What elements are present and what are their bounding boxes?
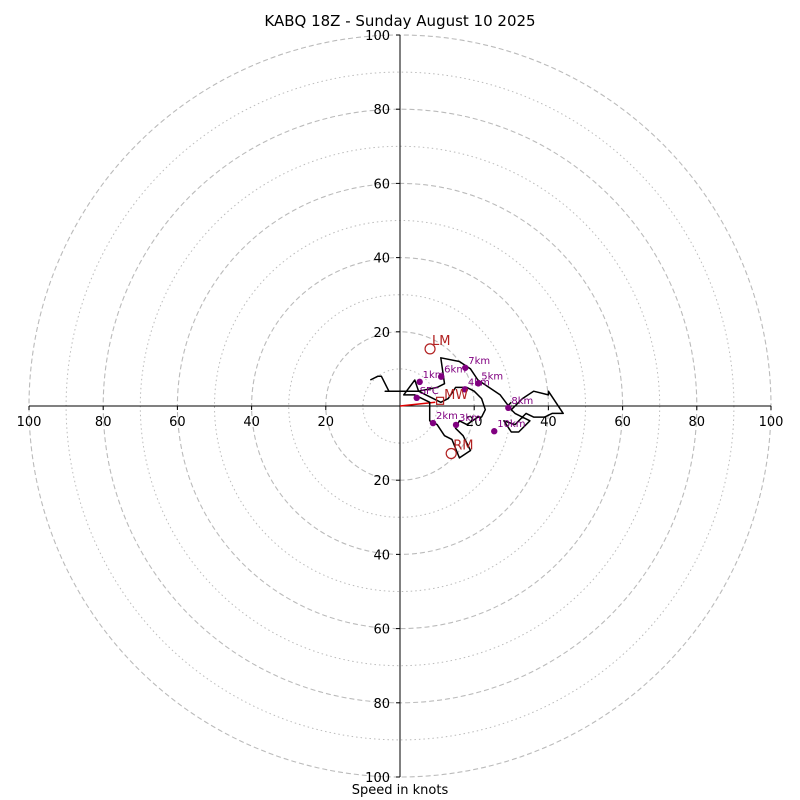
height-marker-label: 10km (497, 419, 525, 430)
storm-motion-marker (424, 343, 436, 355)
height-marker-label: 7km (468, 356, 490, 367)
tick-label-top: 60 (373, 177, 390, 192)
height-marker-point (461, 386, 469, 393)
height-marker-point (429, 419, 437, 427)
storm-motion-label: RM (453, 438, 473, 453)
tick-label-right: 60 (614, 415, 631, 430)
tick-label-top: 80 (373, 103, 390, 118)
tick-label-right: 80 (689, 415, 706, 430)
hodograph-trace-layer (369, 357, 564, 459)
chart-title: KABQ 18Z - Sunday August 10 2025 (264, 12, 536, 30)
tick-label-left: 80 (95, 415, 112, 430)
height-marker-label: 2km (436, 411, 458, 422)
tick-label-bottom: 40 (373, 548, 390, 563)
height-marker-label: 6km (444, 365, 466, 376)
tick-label-right: 100 (759, 415, 784, 430)
height-marker-label: 1km (423, 370, 445, 381)
height-marker-point (437, 373, 445, 380)
tick-label-left: 60 (169, 415, 186, 430)
tick-label-left: 20 (318, 415, 335, 430)
tick-label-bottom: 80 (373, 697, 390, 712)
tick-label-bottom: 60 (373, 623, 390, 638)
x-axis-label: Speed in knots (351, 783, 449, 798)
height-marker-point (452, 421, 460, 429)
axes: 20 40 60 80 100 100 80 60 40 20 100 80 60 40 20 20 40 60 8… (17, 29, 784, 786)
height-marker-label: SFC (420, 386, 439, 397)
mean-wind-marker (435, 396, 445, 405)
tick-label-top: 100 (365, 29, 390, 44)
storm-motion-label: LM (432, 334, 450, 349)
height-marker-point (505, 404, 512, 412)
height-marker-point (416, 378, 423, 386)
height-marker-point (413, 394, 420, 402)
tick-label-right: 20 (466, 415, 483, 430)
height-marker-point (491, 428, 498, 435)
height-marker-label: 3km (459, 413, 481, 424)
height-marker-point (475, 380, 482, 387)
tick-label-right: 40 (540, 415, 557, 430)
height-markers: SFC1km2km3km4km5km6km7km8km10km (413, 356, 533, 435)
mean-wind-label: MW (444, 388, 468, 403)
height-marker-label: 5km (481, 371, 503, 382)
storm-motions: LM RM MW (424, 334, 473, 460)
tick-label-bottom: 100 (365, 771, 390, 786)
height-marker-point (462, 364, 469, 371)
tick-label-left: 40 (243, 415, 260, 430)
tick-label-bottom: 20 (373, 474, 390, 489)
tick-label-top: 40 (373, 252, 390, 267)
height-marker-label: 8km (511, 396, 533, 407)
tick-label-left: 100 (17, 415, 42, 430)
tick-label-top: 20 (373, 326, 390, 341)
hodograph-trace (369, 357, 564, 459)
storm-motion-marker (445, 447, 457, 460)
